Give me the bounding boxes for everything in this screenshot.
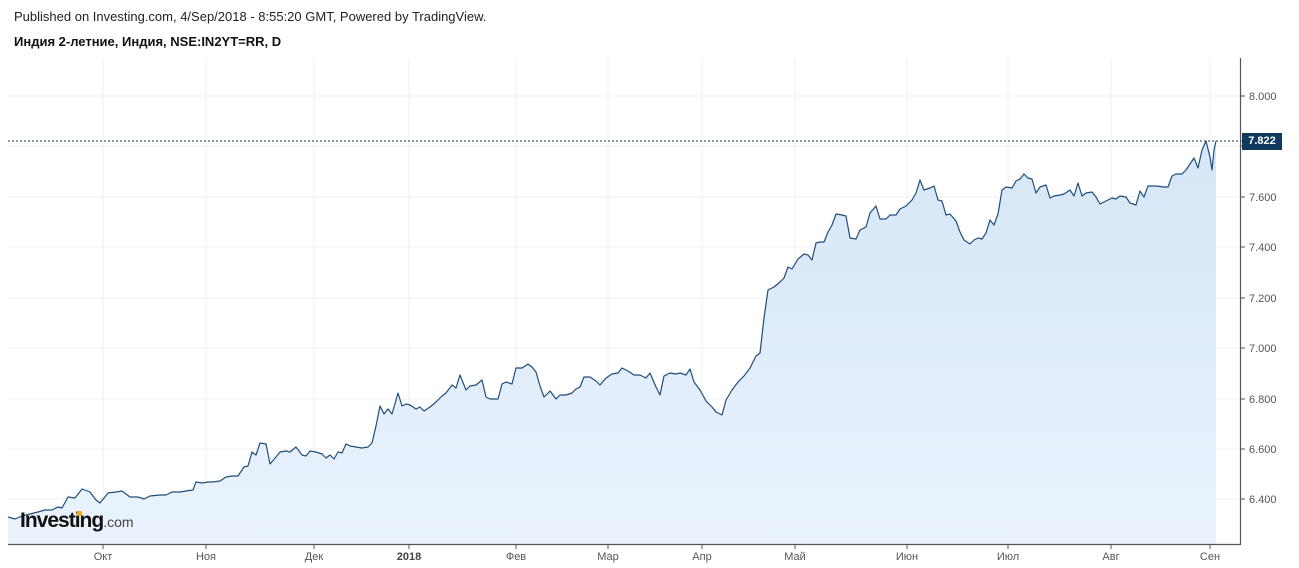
x-tick-label: Ноя bbox=[196, 551, 216, 563]
x-tick-label: Авг bbox=[1102, 551, 1119, 563]
logo-dot-icon bbox=[77, 511, 82, 516]
last-price-badge: 7.822 bbox=[1242, 133, 1282, 150]
y-tick-label: 8.000 bbox=[1249, 91, 1277, 103]
y-tick-label: 6.800 bbox=[1249, 394, 1277, 406]
y-tick-labels: 8.000 7.600 7.400 7.200 7.000 6.800 6.60… bbox=[1249, 91, 1277, 506]
chart-title: Индия 2-летние, Индия, NSE:IN2YT=RR, D bbox=[14, 34, 282, 49]
y-tick-label: 7.600 bbox=[1249, 192, 1277, 204]
y-tick-label: 6.400 bbox=[1249, 494, 1277, 506]
published-note: Published on Investing.com, 4/Sep/2018 -… bbox=[14, 9, 487, 24]
x-tick-labels: Окт Ноя Дек 2018 Фев Мар Апр Май Июн Июл… bbox=[94, 551, 1220, 563]
y-tick-label: 7.000 bbox=[1249, 343, 1277, 355]
x-tick-label: Май bbox=[784, 551, 806, 563]
x-ticks bbox=[102, 544, 1211, 549]
x-tick-label: Июл bbox=[997, 551, 1019, 563]
logo-suffix: .com bbox=[103, 514, 134, 530]
x-tick-label-year: 2018 bbox=[397, 551, 421, 563]
area-fill bbox=[8, 141, 1216, 544]
x-tick-label: Дек bbox=[305, 551, 324, 563]
x-tick-label: Сен bbox=[1200, 551, 1220, 563]
x-tick-label: Июн bbox=[896, 551, 918, 563]
x-tick-label: Фев bbox=[506, 551, 526, 563]
price-line bbox=[7, 140, 1217, 520]
x-tick-label: Окт bbox=[94, 551, 113, 563]
logo-main: Investing bbox=[20, 509, 104, 532]
y-tick-label: 7.400 bbox=[1249, 242, 1277, 254]
x-tick-label: Апр bbox=[692, 551, 711, 563]
x-tick-label: Мар bbox=[597, 551, 619, 563]
y-tick-label: 7.200 bbox=[1249, 293, 1277, 305]
y-tick-label: 6.600 bbox=[1249, 444, 1277, 456]
investing-logo: Investing.com bbox=[20, 509, 134, 533]
